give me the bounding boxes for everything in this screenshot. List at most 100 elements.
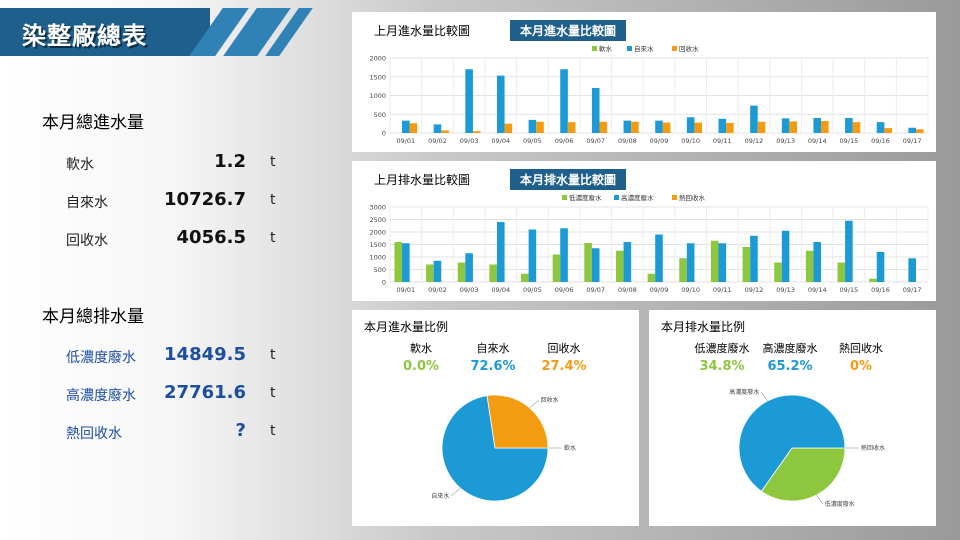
bar: [623, 242, 632, 282]
slice-label: 軟水: [564, 444, 576, 452]
bar: [623, 120, 632, 133]
x-tick-label: 09/11: [713, 137, 732, 145]
legend-swatch: [614, 195, 619, 200]
pie-stat: 高濃度廢水 65.2%: [755, 340, 825, 374]
last-month-outflow-tab[interactable]: 上月排水量比較圖: [374, 173, 471, 187]
pie-stat-name: 自來水: [476, 342, 510, 355]
bar: [536, 121, 544, 133]
legend-label: 低濃度廢水: [569, 193, 602, 202]
row-label: 自來水: [66, 195, 108, 211]
row-label: 熱回收水: [66, 426, 122, 442]
row-label: 軟水: [66, 157, 94, 173]
row-label: 低濃度廢水: [66, 350, 136, 366]
y-tick-label: 1500: [369, 73, 386, 81]
inflow-row-recycled: 回收水 4056.5 t: [66, 226, 296, 252]
row-label: 高濃度廢水: [66, 388, 136, 404]
bar: [915, 129, 924, 133]
pie-stat-name: 回收水: [547, 342, 581, 355]
title-banner: 染整廠總表: [0, 8, 320, 56]
x-tick-label: 09/17: [903, 286, 922, 294]
bar: [441, 130, 449, 133]
banner-background: [0, 8, 210, 56]
outflow-row-high: 高濃度廢水 27761.6 t: [66, 381, 296, 407]
outflow-row-heat: 熱回收水 ? t: [66, 419, 296, 445]
y-tick-label: 1500: [369, 241, 386, 249]
inflow-row-tap: 自來水 10726.7 t: [66, 188, 296, 214]
x-tick-label: 09/03: [460, 137, 479, 145]
legend-swatch: [672, 46, 677, 51]
bar: [496, 75, 505, 133]
pie-slice: [486, 394, 549, 449]
slice-leader: [816, 494, 824, 505]
bar: [694, 122, 703, 133]
x-tick-label: 09/09: [650, 137, 669, 145]
slice-label: 高濃度廢水: [729, 388, 759, 396]
pie-stat: 熱回收水 0%: [826, 340, 896, 374]
outflow-ratio-panel: 本月排水量比例 低濃度廢水 34.8% 高濃度廢水 65.2% 熱回收水 0% …: [649, 310, 936, 526]
bar: [679, 258, 687, 282]
x-tick-label: 09/17: [903, 137, 922, 145]
x-tick-label: 09/01: [396, 137, 415, 145]
outflow-row-low: 低濃度廢水 14849.5 t: [66, 343, 296, 369]
x-tick-label: 09/10: [681, 137, 700, 145]
bar: [789, 121, 797, 133]
row-value: 27761.6: [164, 382, 246, 403]
this-month-outflow-tab[interactable]: 本月排水量比較圖: [510, 169, 627, 190]
bar: [560, 228, 568, 282]
bar: [591, 88, 600, 133]
bar: [433, 260, 442, 282]
bar: [655, 120, 663, 133]
bar: [750, 105, 758, 133]
inflow-row-soft: 軟水 1.2 t: [66, 150, 296, 176]
inflow-bar-chart: 0 500 1000 1500 2000 軟水 自來水 回收水 09/01 09/02 09/03 0…: [369, 44, 929, 145]
bar: [528, 119, 537, 133]
bar: [662, 122, 671, 133]
page-title: 染整廠總表: [22, 22, 147, 50]
bar: [433, 124, 442, 133]
bar: [852, 122, 861, 133]
pie-stat-pct: 0.0%: [402, 359, 440, 374]
row-unit: t: [270, 423, 276, 439]
bar: [837, 262, 846, 282]
pie-stat-pct: 72.6%: [470, 359, 516, 374]
bar: [876, 122, 885, 133]
inflow-ratio-panel: 本月進水量比例 軟水 0.0% 自來水 72.6% 回收水 27.4% 軟水 自來…: [352, 310, 639, 526]
legend-label: 回收水: [679, 44, 699, 53]
row-unit: t: [270, 154, 276, 170]
x-tick-label: 09/07: [586, 137, 605, 145]
bar: [591, 248, 600, 282]
x-tick-label: 09/08: [618, 286, 637, 294]
x-tick-label: 09/02: [428, 286, 447, 294]
y-tick-label: 2000: [369, 229, 386, 237]
bar: [718, 243, 727, 282]
pie-stat: 自來水 72.6%: [458, 340, 528, 374]
x-tick-label: 09/04: [491, 286, 510, 294]
bar: [821, 121, 829, 133]
bar: [647, 273, 656, 282]
pie-stat-name: 低濃度廢水: [694, 342, 750, 355]
row-value: 4056.5: [176, 227, 246, 248]
outflow-compare-panel: 上月排水量比較圖 本月排水量比較圖 0 500 1000 1500 2000 2500 30…: [352, 161, 936, 301]
bar: [426, 264, 434, 282]
bar: [845, 220, 853, 282]
bar: [655, 234, 663, 282]
bar: [472, 131, 481, 133]
bar: [813, 242, 822, 282]
row-unit: t: [270, 347, 276, 363]
row-unit: t: [270, 385, 276, 401]
slice-label: 熱回收水: [861, 444, 885, 452]
last-month-inflow-tab[interactable]: 上月進水量比較圖: [374, 24, 471, 38]
x-tick-label: 09/14: [808, 137, 827, 145]
pie-stat-pct: 27.4%: [541, 359, 587, 374]
x-tick-label: 09/06: [555, 137, 574, 145]
bar: [615, 250, 624, 282]
this-month-inflow-tab[interactable]: 本月進水量比較圖: [510, 20, 627, 41]
outflow-heading: 本月總排水量: [42, 307, 144, 327]
bar: [805, 250, 814, 282]
x-tick-label: 09/15: [840, 137, 859, 145]
y-tick-label: 500: [374, 266, 386, 274]
x-tick-label: 09/07: [586, 286, 605, 294]
bar: [869, 278, 877, 282]
row-value: ?: [235, 420, 246, 441]
